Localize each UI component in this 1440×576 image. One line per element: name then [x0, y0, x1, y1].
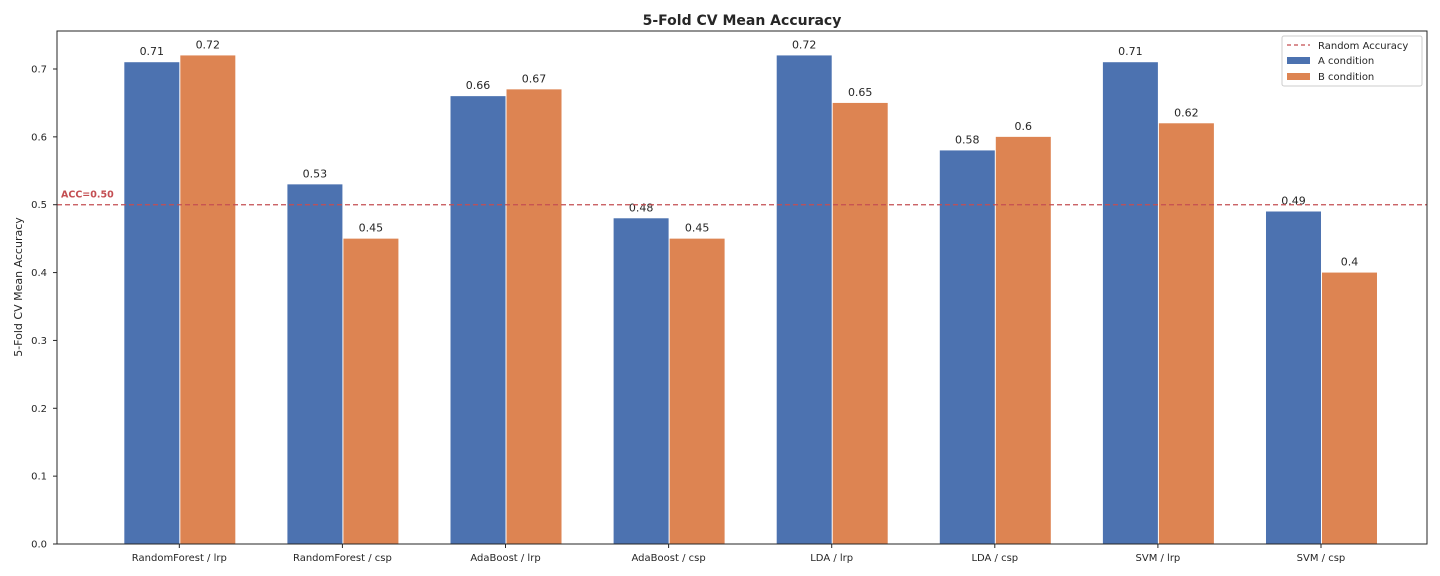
x-tick-label: SVM / csp: [1297, 553, 1346, 564]
bar-value-label: 0.4: [1341, 256, 1359, 269]
ticks-layer: 0.0 0.1 0.2 0.3 0.4 0.5 0.6 0.7 RandomForest / l…: [31, 65, 1345, 565]
bar-value-label: 0.6: [1015, 120, 1033, 133]
bar-b: [995, 136, 1051, 544]
legend-ref-label: Random Accuracy: [1318, 41, 1408, 52]
bar-value-label: 0.71: [1118, 45, 1143, 58]
bar-value-label: 0.67: [522, 72, 547, 85]
bar-a: [1265, 211, 1321, 544]
bar-a: [613, 218, 669, 545]
chart-title: 5-Fold CV Mean Accuracy: [643, 13, 842, 29]
reference-line-label: ACC=0.50: [61, 190, 114, 201]
y-axis-label: 5-Fold CV Mean Accuracy: [12, 217, 25, 357]
x-tick-label: LDA / csp: [971, 553, 1018, 564]
legend: Random Accuracy A condition B condition: [1281, 35, 1423, 87]
y-tick-label: 0.6: [31, 132, 47, 143]
y-tick-label: 0.3: [31, 336, 47, 347]
y-tick-label: 0.0: [31, 540, 47, 551]
bar-b: [1321, 272, 1377, 544]
y-tick-label: 0.7: [31, 65, 47, 76]
y-tick-label: 0.4: [31, 268, 47, 279]
bar-value-label: 0.45: [359, 222, 384, 235]
bar-value-label: 0.58: [955, 133, 980, 146]
x-tick-label: LDA / lrp: [810, 553, 853, 564]
bars-layer: 0.71 0.53 0.66 0.48 0.72 0.58 0.71 0.49 0.72 0.45…: [124, 38, 1377, 545]
legend-label-b: B condition: [1318, 72, 1374, 83]
bar-value-label: 0.72: [792, 38, 817, 51]
x-tick-label: SVM / lrp: [1136, 553, 1181, 564]
legend-swatch-a: [1287, 57, 1310, 64]
bar-a: [776, 55, 832, 545]
bar-a: [450, 96, 506, 545]
bar-value-label: 0.72: [196, 38, 221, 51]
plot-frame: [56, 30, 1428, 545]
legend-swatch-b: [1287, 73, 1310, 80]
x-tick-label: RandomForest / lrp: [132, 553, 227, 564]
bar-a: [287, 184, 343, 544]
bar-value-label: 0.48: [629, 201, 654, 214]
bar-value-label: 0.53: [303, 167, 328, 180]
bar-b: [343, 238, 399, 544]
bar-value-label: 0.66: [466, 79, 491, 92]
bar-b: [832, 102, 888, 544]
legend-label-a: A condition: [1318, 56, 1374, 67]
bar-value-label: 0.62: [1174, 106, 1199, 119]
y-tick-label: 0.1: [31, 472, 47, 483]
bar-value-label: 0.49: [1281, 195, 1306, 208]
bar-a: [1102, 62, 1158, 544]
x-tick-label: AdaBoost / csp: [632, 553, 706, 564]
y-tick-label: 0.5: [31, 200, 47, 211]
bar-b: [669, 238, 725, 544]
bar-b: [506, 89, 562, 544]
bar-value-label: 0.71: [140, 45, 165, 58]
bar-a: [124, 62, 180, 544]
legend-box: [1281, 35, 1423, 87]
bar-b: [1158, 123, 1214, 545]
bar-b: [180, 55, 236, 545]
bar-value-label: 0.65: [848, 86, 873, 99]
reference-layer: ACC=0.50: [57, 190, 1427, 206]
bar-a: [939, 150, 995, 544]
y-tick-label: 0.2: [31, 404, 47, 415]
x-tick-label: RandomForest / csp: [293, 553, 392, 564]
x-tick-label: AdaBoost / lrp: [470, 553, 540, 564]
bar-value-label: 0.45: [685, 222, 710, 235]
